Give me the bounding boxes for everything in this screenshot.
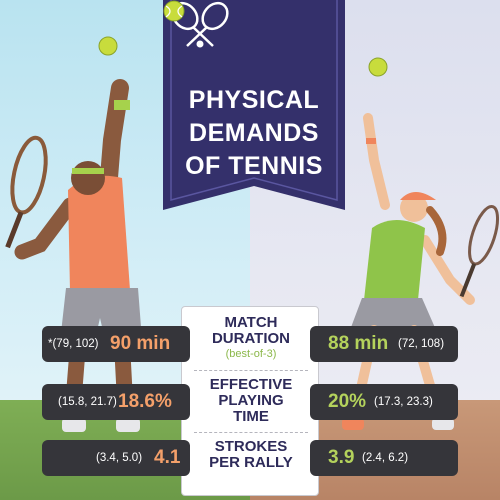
tennis-ball-icon	[98, 36, 118, 56]
male-value-pill: (3.4, 5.0) 4.1	[42, 440, 190, 476]
female-value: 3.9	[328, 447, 355, 468]
female-value: 88 min	[328, 333, 389, 354]
male-confidence-interval: (3.4, 5.0)	[96, 452, 143, 464]
banner-title: PHYSICAL DEMANDS OF TENNIS	[163, 84, 345, 183]
label-line: DURATION	[211, 330, 291, 347]
female-value: 20%	[328, 391, 367, 412]
banner-title-line-1: PHYSICAL	[188, 86, 320, 114]
male-value-pill: (15.8, 21.7) 18.6%	[42, 384, 190, 420]
female-value-pill: 3.9 (2.4, 6.2)	[310, 440, 458, 476]
metric-label-strokes-per-rally: STROKES PER RALLY	[182, 439, 320, 471]
metric-label-match-duration: MATCH DURATION (best-of-3)	[182, 315, 320, 361]
metric-row-match-duration: *(79, 102) 90 min 88 min (72, 108)	[42, 326, 458, 362]
banner-title-line-2: DEMANDS	[189, 119, 319, 147]
divider	[194, 432, 308, 433]
female-value-pill: 20% (17.3, 23.3)	[310, 384, 458, 420]
label-line: PER RALLY	[209, 454, 293, 471]
male-value: 18.6%	[118, 391, 172, 412]
metric-row-strokes-per-rally: (3.4, 5.0) 4.1 3.9 (2.4, 6.2)	[42, 440, 458, 476]
title-banner: PHYSICAL DEMANDS OF TENNIS	[163, 0, 345, 228]
metric-labels-panel: MATCH DURATION (best-of-3) EFFECTIVE PLA…	[181, 306, 319, 496]
label-line: TIME	[233, 408, 269, 425]
male-value: 4.1	[154, 447, 181, 468]
female-confidence-interval: (17.3, 23.3)	[374, 396, 433, 408]
label-line: PLAYING	[218, 392, 284, 409]
metric-row-effective-playing-time: (15.8, 21.7) 18.6% 20% (17.3, 23.3)	[42, 384, 458, 420]
male-value-pill: *(79, 102) 90 min	[42, 326, 190, 362]
tennis-ball-icon	[368, 57, 388, 77]
racket-icon	[459, 205, 500, 298]
metric-sub-best-of-3: (best-of-3)	[225, 348, 277, 360]
label-line: STROKES	[214, 438, 288, 455]
male-confidence-interval: *(79, 102)	[48, 338, 99, 350]
tennis-ball-icon	[163, 0, 185, 22]
racket-icon	[5, 135, 48, 249]
banner-shape	[163, 0, 345, 210]
male-value: 90 min	[110, 333, 171, 354]
female-value-pill: 88 min (72, 108)	[310, 326, 458, 362]
banner-title-line-3: OF TENNIS	[185, 152, 323, 180]
label-line: MATCH	[224, 314, 278, 331]
female-confidence-interval: (72, 108)	[398, 338, 445, 350]
metric-label-effective-playing-time: EFFECTIVE PLAYING TIME	[182, 377, 320, 425]
female-confidence-interval: (2.4, 6.2)	[362, 452, 409, 464]
label-line: EFFECTIVE	[209, 376, 293, 393]
male-confidence-interval: (15.8, 21.7)	[58, 396, 117, 408]
divider	[194, 370, 308, 371]
